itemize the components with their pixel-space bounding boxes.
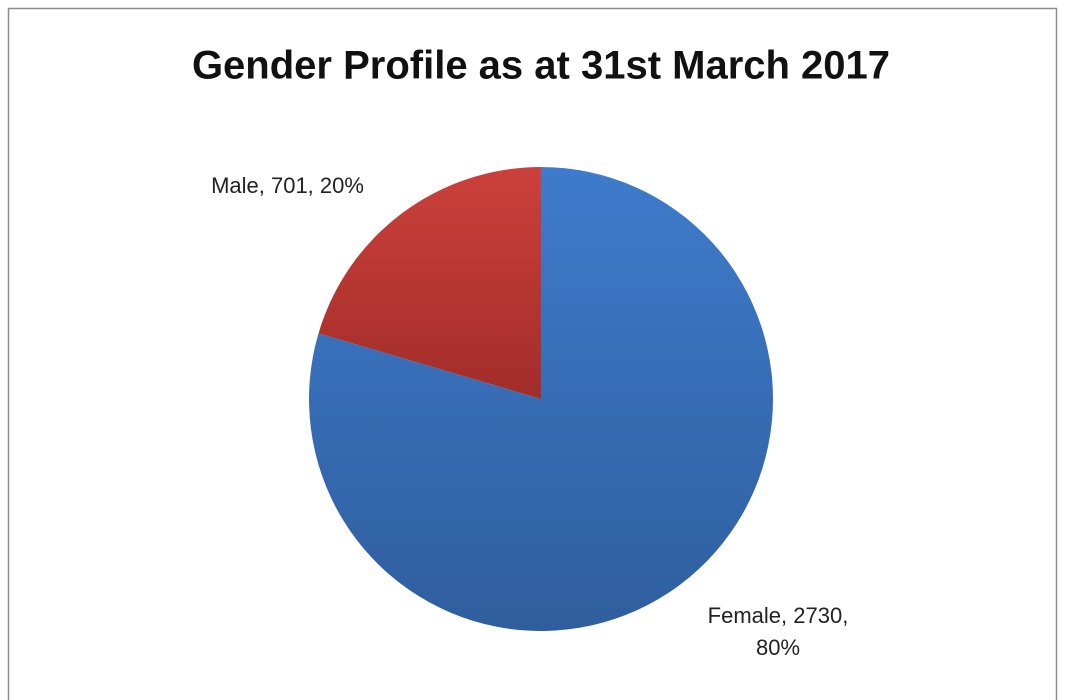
data-label: Female, 2730, 80% bbox=[707, 603, 849, 660]
pie-slice bbox=[318, 167, 541, 399]
pie bbox=[308, 167, 774, 631]
data-label: Male, 701, 20% bbox=[211, 173, 364, 198]
chart-title: Gender Profile as at 31st March 2017 bbox=[192, 44, 890, 88]
